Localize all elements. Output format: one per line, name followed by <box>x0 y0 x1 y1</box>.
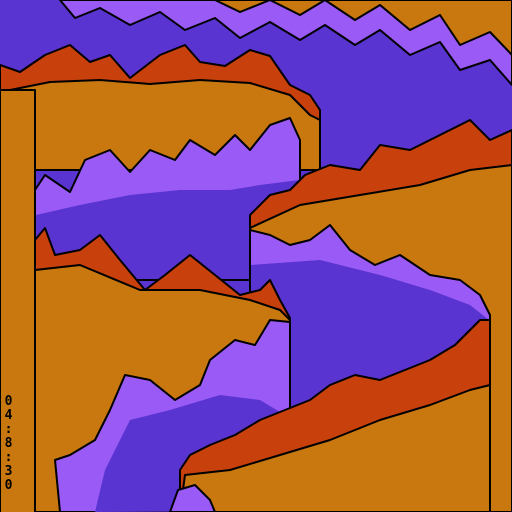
band <box>169 484 216 512</box>
terrace <box>179 384 491 512</box>
terrace <box>59 0 512 56</box>
timestamp: 04:8:30 <box>1 394 16 492</box>
cliff <box>0 89 36 512</box>
